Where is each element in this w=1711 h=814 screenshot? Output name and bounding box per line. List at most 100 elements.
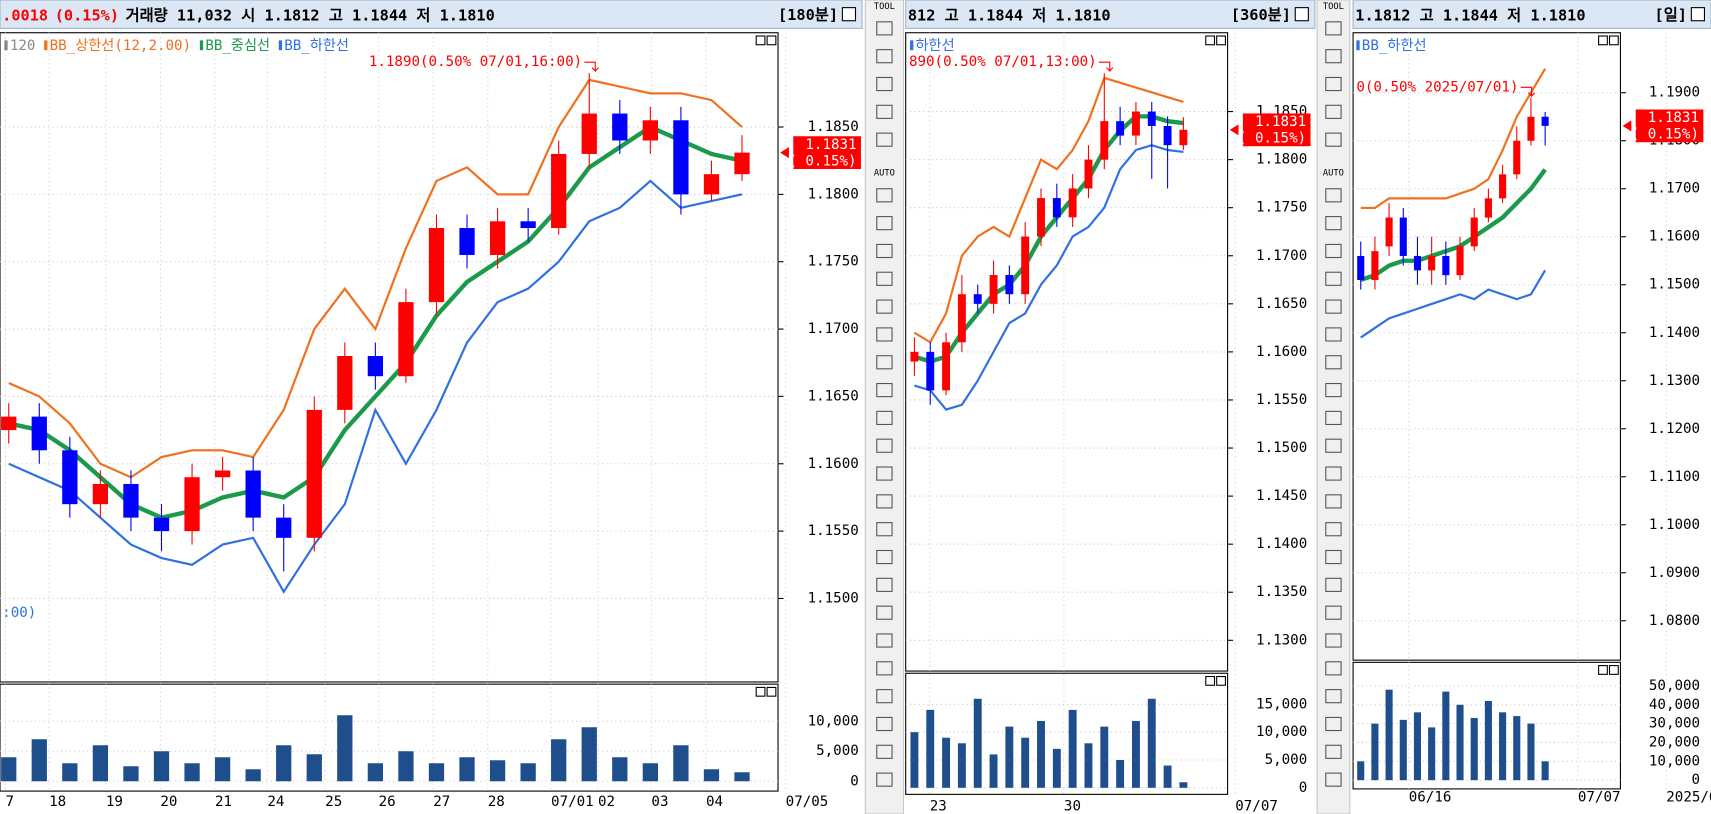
y-tick-label: 1.1750 <box>808 254 859 270</box>
toolbar-label: TOOL <box>1323 2 1344 12</box>
y-tick-label: 1.1700 <box>808 321 859 337</box>
y-tick-label: 1.1750 <box>1256 200 1307 216</box>
candle-body <box>910 351 919 362</box>
tool-icon <box>876 21 893 36</box>
y-tick-label: 1.1650 <box>808 388 859 404</box>
x-tick-label: 04 <box>706 794 723 810</box>
pane-button <box>755 686 766 697</box>
volume-bar <box>642 763 658 782</box>
candle-body <box>276 517 292 538</box>
candle-body <box>989 274 998 304</box>
candle-body <box>306 409 322 538</box>
candle-body <box>1484 198 1492 218</box>
x-tick-label: 30 <box>1064 798 1081 814</box>
x-tick-label: 21 <box>215 794 232 810</box>
legend-label: 120 <box>10 38 36 54</box>
candle-body <box>1037 198 1045 237</box>
candle-body <box>245 470 261 518</box>
y-tick-label: 1.1650 <box>1256 296 1307 312</box>
header-info: .0018 (0.15%) 거래량 11,032 시 1.1812 고 1.1844… <box>2 6 495 24</box>
tool-icon <box>1325 522 1342 537</box>
volume-bar <box>428 763 445 782</box>
volume-plot <box>0 683 779 792</box>
candle-body <box>734 152 750 175</box>
volume-bar <box>1499 712 1507 781</box>
legend-label: BB_상한선(12,2.00) <box>50 38 192 54</box>
y-tick-label: 1.1800 <box>808 186 859 202</box>
volume-bar <box>1037 721 1045 788</box>
pane-button <box>1598 35 1608 46</box>
volume-bar <box>1541 761 1549 781</box>
volume-bar <box>673 745 689 782</box>
volume-bar <box>1068 709 1077 788</box>
volume-bar <box>1005 726 1014 788</box>
y-tick-label: 1.1700 <box>1256 248 1307 264</box>
volume-tick-label: 10,000 <box>1256 724 1307 740</box>
candle-body <box>1179 129 1188 146</box>
volume-bar <box>1357 761 1365 781</box>
y-tick-label: 1.1500 <box>808 590 859 606</box>
toolbar <box>1316 0 1351 814</box>
tool-icon <box>876 104 893 119</box>
volume-bar <box>1179 782 1188 788</box>
volume-bar <box>1385 689 1393 781</box>
volume-bar <box>1163 765 1172 788</box>
tool-icon <box>876 76 893 92</box>
annotation-pointer <box>1520 86 1536 98</box>
annotation-pointer <box>1098 61 1114 73</box>
toolbar <box>864 0 905 814</box>
tool-icon <box>876 382 893 398</box>
candle-body <box>673 120 689 195</box>
volume-bar <box>1147 698 1156 788</box>
candle-body <box>1470 217 1478 247</box>
volume-tick-label: 30,000 <box>1649 716 1700 732</box>
candle-body <box>1163 125 1172 146</box>
y-tick-label: 1.1850 <box>808 119 859 135</box>
y-tick-label: 1.1500 <box>1649 277 1700 293</box>
tool-icon <box>876 689 893 704</box>
tool-icon <box>1325 438 1342 453</box>
tool-icon <box>876 577 893 592</box>
volume-bar <box>245 769 261 782</box>
y-tick-label: 1.1500 <box>1256 440 1307 456</box>
candle-body <box>398 302 414 377</box>
volume-tick-label: 20,000 <box>1649 734 1700 750</box>
tool-icon <box>1325 76 1342 92</box>
y-tick-label: 1.1450 <box>1256 488 1307 504</box>
price-plot <box>905 32 1229 672</box>
candle-body <box>581 113 597 154</box>
candle-body <box>520 221 536 229</box>
y-tick-label: 1.1300 <box>1256 632 1307 648</box>
tool-icon <box>1325 466 1342 481</box>
candle-body <box>612 113 628 141</box>
candle-body <box>428 228 445 303</box>
tool-icon <box>876 355 893 370</box>
volume-bar <box>459 757 475 782</box>
price-marker <box>1229 124 1239 136</box>
x-tick-label: 23 <box>930 798 947 814</box>
tool-icon <box>1325 577 1342 592</box>
legend-swatch <box>4 40 8 51</box>
pane-button <box>1608 35 1619 46</box>
high-annotation: 1.1890(0.50% 07/01,16:00) <box>369 54 582 70</box>
y-tick-label: 1.1800 <box>1256 152 1307 168</box>
volume-bar <box>1456 704 1464 781</box>
x-tick-label: 26 <box>379 794 396 810</box>
legend-label: BB_중심선 <box>205 38 270 54</box>
y-tick-label: 1.1100 <box>1649 469 1700 485</box>
bollinger-band <box>914 144 1184 411</box>
candle-body <box>62 450 78 505</box>
volume-bar <box>957 743 966 788</box>
volume-bar <box>306 754 322 782</box>
pane-button <box>1216 35 1226 46</box>
candle-body <box>367 356 384 377</box>
auto-label: AUTO <box>874 168 895 178</box>
volume-bar <box>1428 727 1436 781</box>
volume-bar <box>1052 748 1061 788</box>
candle-body <box>337 356 353 410</box>
tool-icon <box>1325 243 1342 259</box>
tool-icon <box>876 661 893 676</box>
high-annotation: 0(0.50% 2025/07/01) <box>1356 79 1518 95</box>
x-tick-label: 06/16 <box>1409 790 1452 806</box>
volume-bar <box>1084 743 1093 788</box>
